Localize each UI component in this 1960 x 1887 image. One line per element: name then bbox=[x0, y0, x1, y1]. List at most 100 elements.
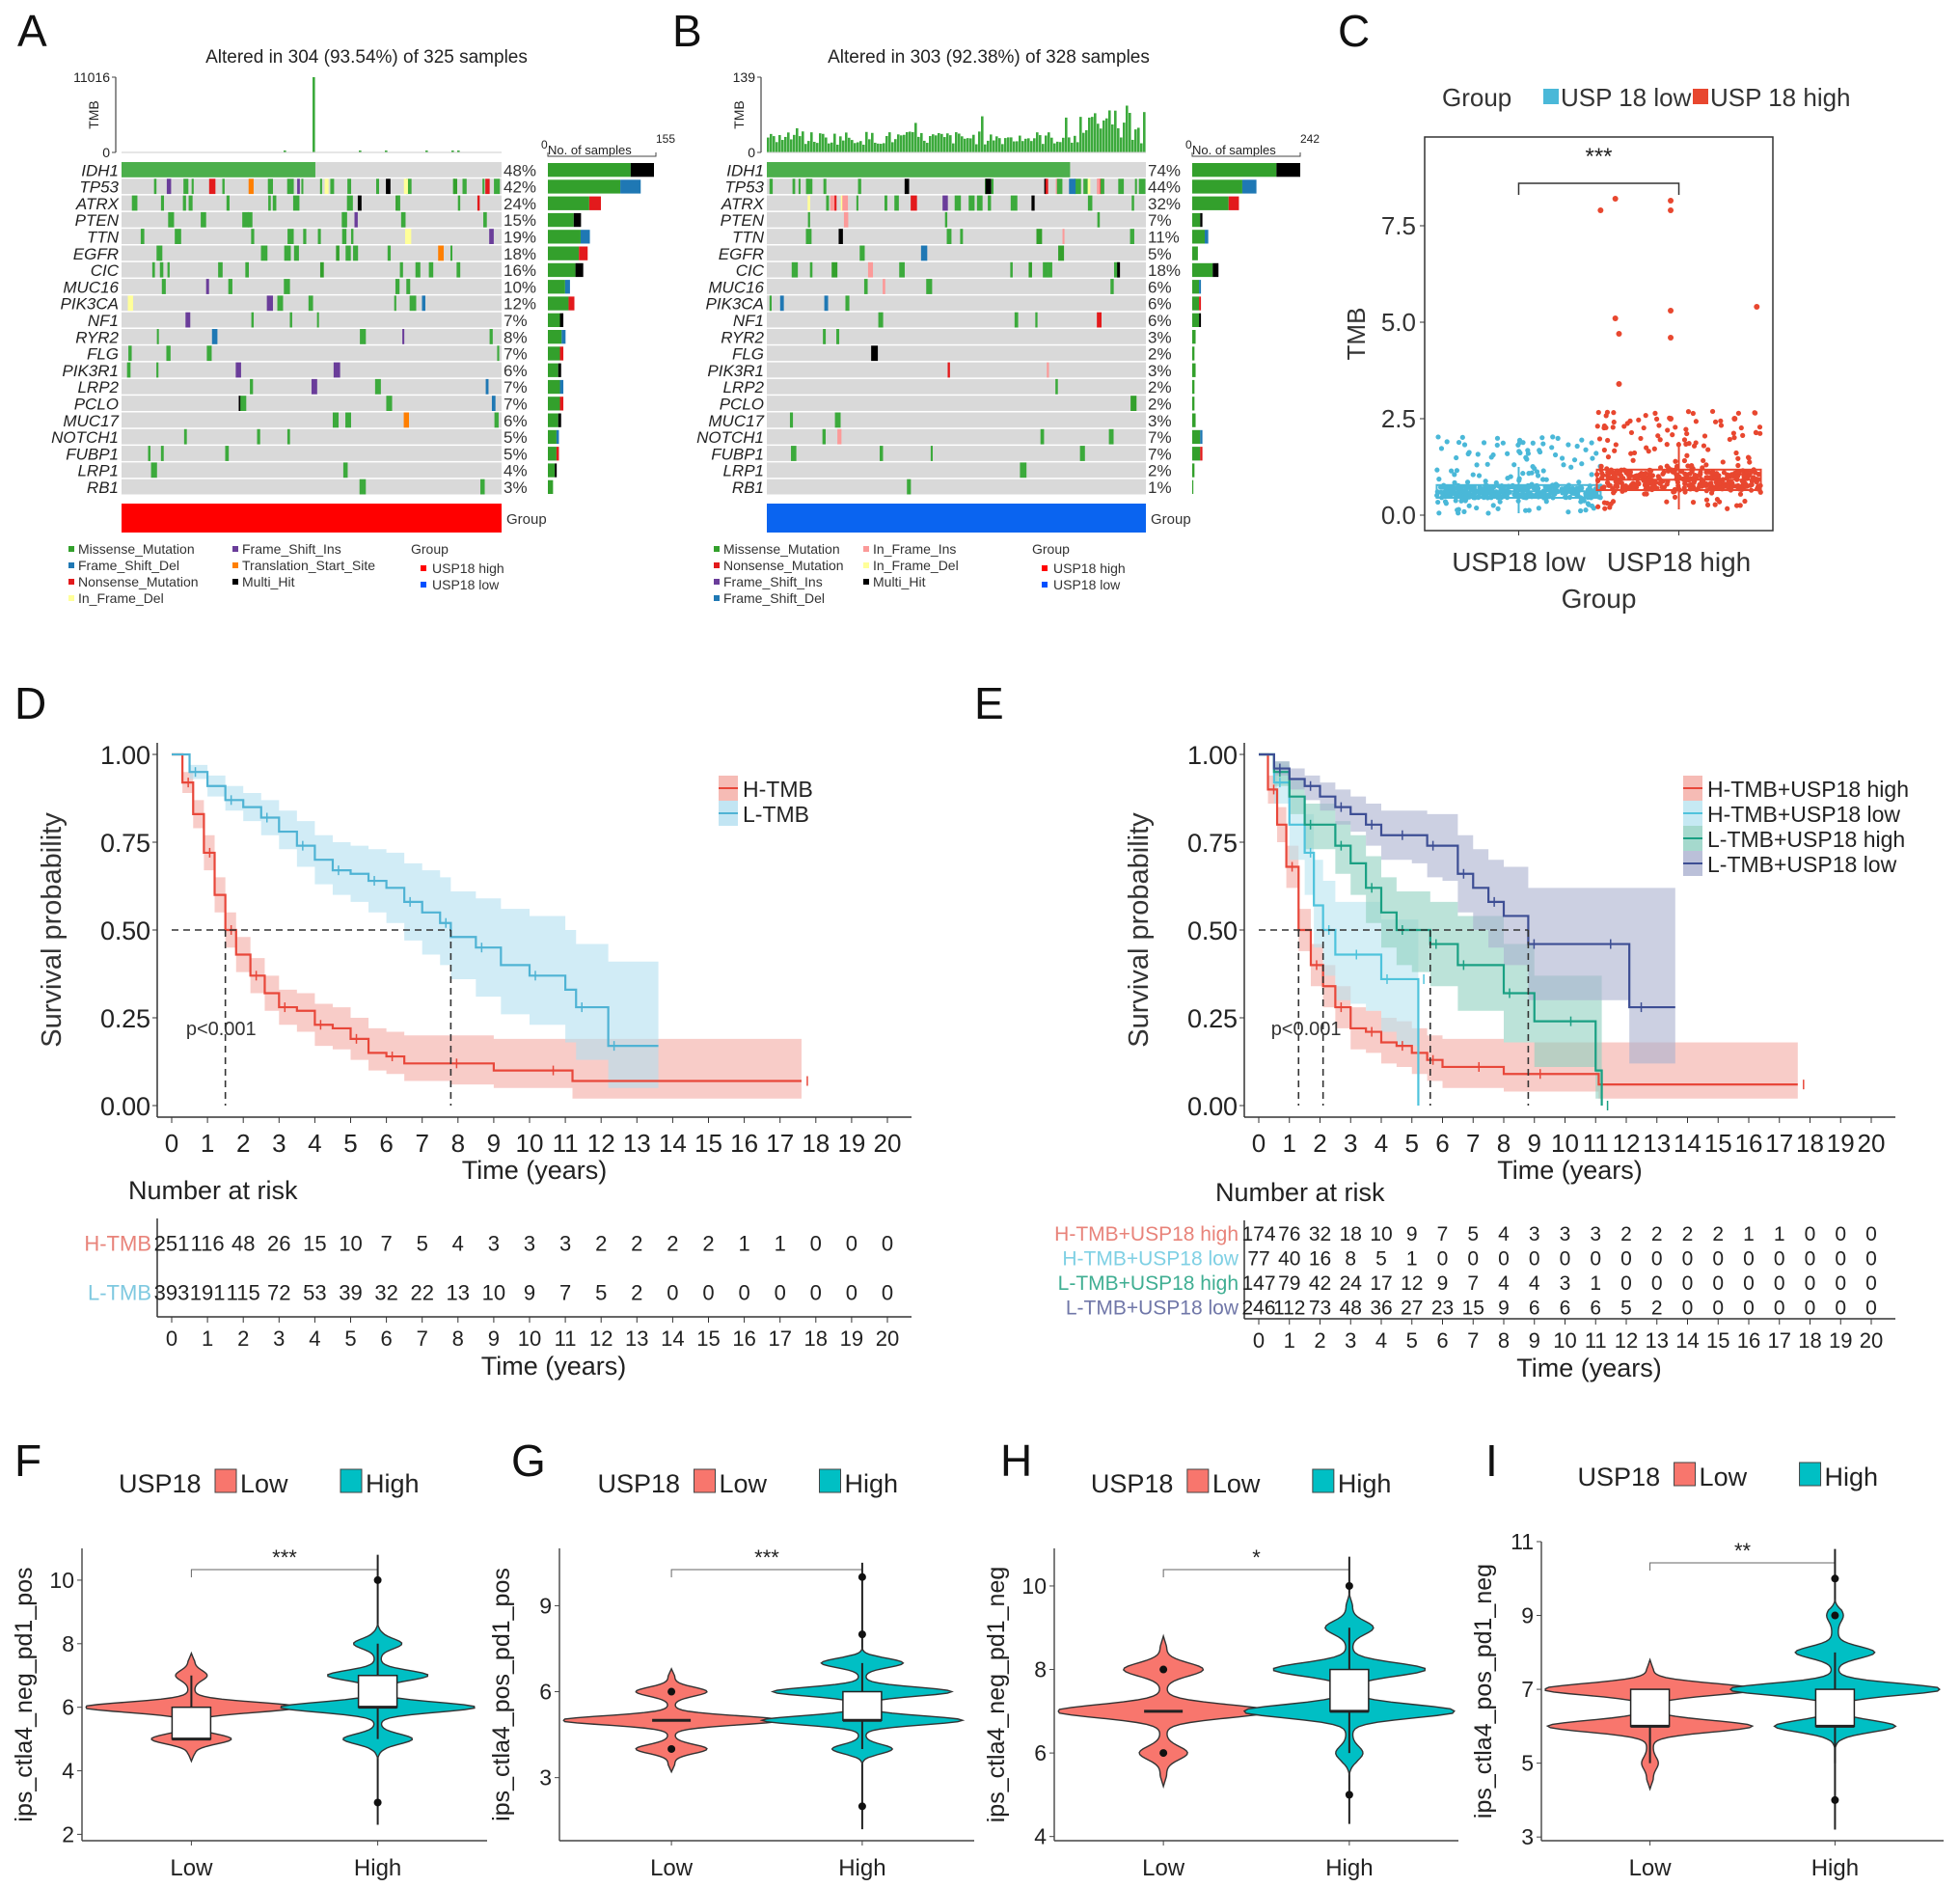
sample-bar bbox=[548, 212, 574, 228]
y-tick-label: 10 bbox=[1021, 1573, 1047, 1599]
mutation-mark bbox=[228, 279, 232, 294]
data-point bbox=[1657, 480, 1663, 486]
gene-row-bg bbox=[767, 378, 1146, 395]
legend-label: Missense_Mutation bbox=[723, 541, 840, 557]
risk-value: 0 bbox=[1774, 1297, 1785, 1319]
risk-value: 12 bbox=[1401, 1272, 1423, 1295]
y-axis-label: ips_ctla4_neg_pd1_neg bbox=[983, 1567, 1010, 1823]
tmb-bar bbox=[1013, 141, 1016, 152]
gene-percentage: 6% bbox=[504, 412, 528, 430]
panel-label-a: A bbox=[17, 6, 47, 56]
data-point bbox=[1664, 499, 1670, 505]
tmb-bar bbox=[1140, 143, 1143, 152]
data-point bbox=[1686, 482, 1692, 488]
mutation-mark bbox=[350, 229, 354, 244]
legend-group-title: Group bbox=[1032, 541, 1070, 557]
data-point bbox=[1535, 473, 1541, 479]
mutation-mark bbox=[837, 428, 842, 445]
x-tick-label: 11 bbox=[1583, 1129, 1609, 1158]
data-point bbox=[1617, 469, 1623, 475]
y-tick-label: 11 bbox=[1511, 1529, 1534, 1554]
significance-bracket bbox=[1649, 1562, 1836, 1571]
sample-bar bbox=[548, 230, 581, 244]
data-point bbox=[1754, 429, 1759, 436]
data-point bbox=[1681, 437, 1688, 443]
violin-i: USP18 Low High 3 5 7 9 11 ips_ctla4_pos_pd1_neg L… bbox=[1470, 1462, 1944, 1881]
mutation-mark bbox=[402, 329, 405, 344]
risk-value: 5 bbox=[417, 1232, 428, 1256]
mutation-mark bbox=[141, 229, 145, 244]
data-point bbox=[1684, 452, 1690, 458]
risk-value: 0 bbox=[1620, 1272, 1632, 1295]
legend-swatch bbox=[694, 1468, 716, 1493]
mutation-mark bbox=[960, 229, 964, 244]
data-point bbox=[1753, 410, 1758, 416]
data-point bbox=[1627, 473, 1634, 479]
mutation-mark bbox=[1138, 178, 1146, 195]
gene-label: NOTCH1 bbox=[51, 428, 119, 447]
data-point bbox=[1579, 437, 1585, 443]
mutation-mark bbox=[403, 412, 410, 428]
risk-value: 0 bbox=[1467, 1247, 1479, 1270]
data-point bbox=[1589, 440, 1594, 446]
tmb-bar bbox=[851, 140, 854, 152]
box bbox=[1814, 1688, 1856, 1728]
outlier-point bbox=[373, 1798, 382, 1807]
risk-value: 73 bbox=[1309, 1297, 1331, 1319]
data-point bbox=[1731, 435, 1737, 441]
gene-label: RB1 bbox=[87, 479, 119, 497]
data-point bbox=[1525, 448, 1531, 453]
data-point bbox=[1485, 510, 1491, 516]
sample-bar-segment bbox=[588, 196, 601, 210]
mutation-mark bbox=[485, 178, 490, 195]
data-point bbox=[1727, 436, 1732, 443]
data-point bbox=[1673, 458, 1678, 464]
data-point bbox=[1603, 424, 1609, 430]
risk-value: 0 bbox=[1865, 1297, 1877, 1319]
tmb-bar bbox=[1097, 123, 1100, 152]
mutation-mark bbox=[286, 178, 294, 195]
legend-label: USP18 high bbox=[432, 561, 504, 576]
mutation-mark bbox=[160, 195, 165, 211]
tmb-bar bbox=[773, 136, 776, 152]
data-point bbox=[1664, 442, 1670, 448]
risk-x-tick-label: 19 bbox=[1829, 1328, 1852, 1353]
sample-bar-segment bbox=[559, 346, 564, 361]
data-point bbox=[1647, 471, 1653, 478]
legend-label: USP18 low bbox=[1053, 577, 1121, 592]
x-axis-label: Time (years) bbox=[1497, 1156, 1643, 1185]
mutation-mark bbox=[160, 446, 164, 461]
tmb-bar bbox=[819, 133, 822, 152]
box bbox=[171, 1706, 212, 1740]
data-point bbox=[1656, 423, 1662, 428]
data-point bbox=[1709, 408, 1716, 415]
risk-x-tick-label: 17 bbox=[1768, 1328, 1791, 1353]
data-point bbox=[1644, 491, 1649, 497]
mutation-mark bbox=[497, 345, 500, 362]
data-point bbox=[1504, 492, 1510, 498]
x-tick-label: 18 bbox=[802, 1129, 830, 1158]
x-tick-label: 5 bbox=[343, 1129, 357, 1158]
risk-value: 0 bbox=[1712, 1297, 1724, 1319]
risk-value: 39 bbox=[339, 1281, 362, 1305]
gene-percentage: 18% bbox=[1148, 261, 1181, 280]
risk-value: 26 bbox=[267, 1232, 290, 1256]
tmb-bar bbox=[1137, 127, 1140, 152]
risk-value: 0 bbox=[667, 1281, 678, 1305]
data-point bbox=[1487, 491, 1494, 497]
legend-label: H-TMB+USP18 high bbox=[1707, 777, 1909, 802]
data-point bbox=[1712, 419, 1719, 424]
x-tick-label: 7 bbox=[1466, 1129, 1480, 1158]
tmb-bar bbox=[1117, 127, 1120, 152]
data-point bbox=[1689, 464, 1695, 470]
significance-bracket bbox=[1162, 1569, 1350, 1577]
risk-value: 79 bbox=[1278, 1272, 1300, 1295]
risk-value: 0 bbox=[1805, 1297, 1816, 1319]
sample-bar bbox=[548, 346, 560, 361]
data-point bbox=[1516, 437, 1523, 443]
box bbox=[842, 1690, 883, 1721]
mutation-mark bbox=[769, 295, 772, 312]
data-point bbox=[1511, 491, 1517, 498]
legend-label: Low bbox=[240, 1469, 288, 1498]
significance-label: * bbox=[1252, 1545, 1261, 1570]
